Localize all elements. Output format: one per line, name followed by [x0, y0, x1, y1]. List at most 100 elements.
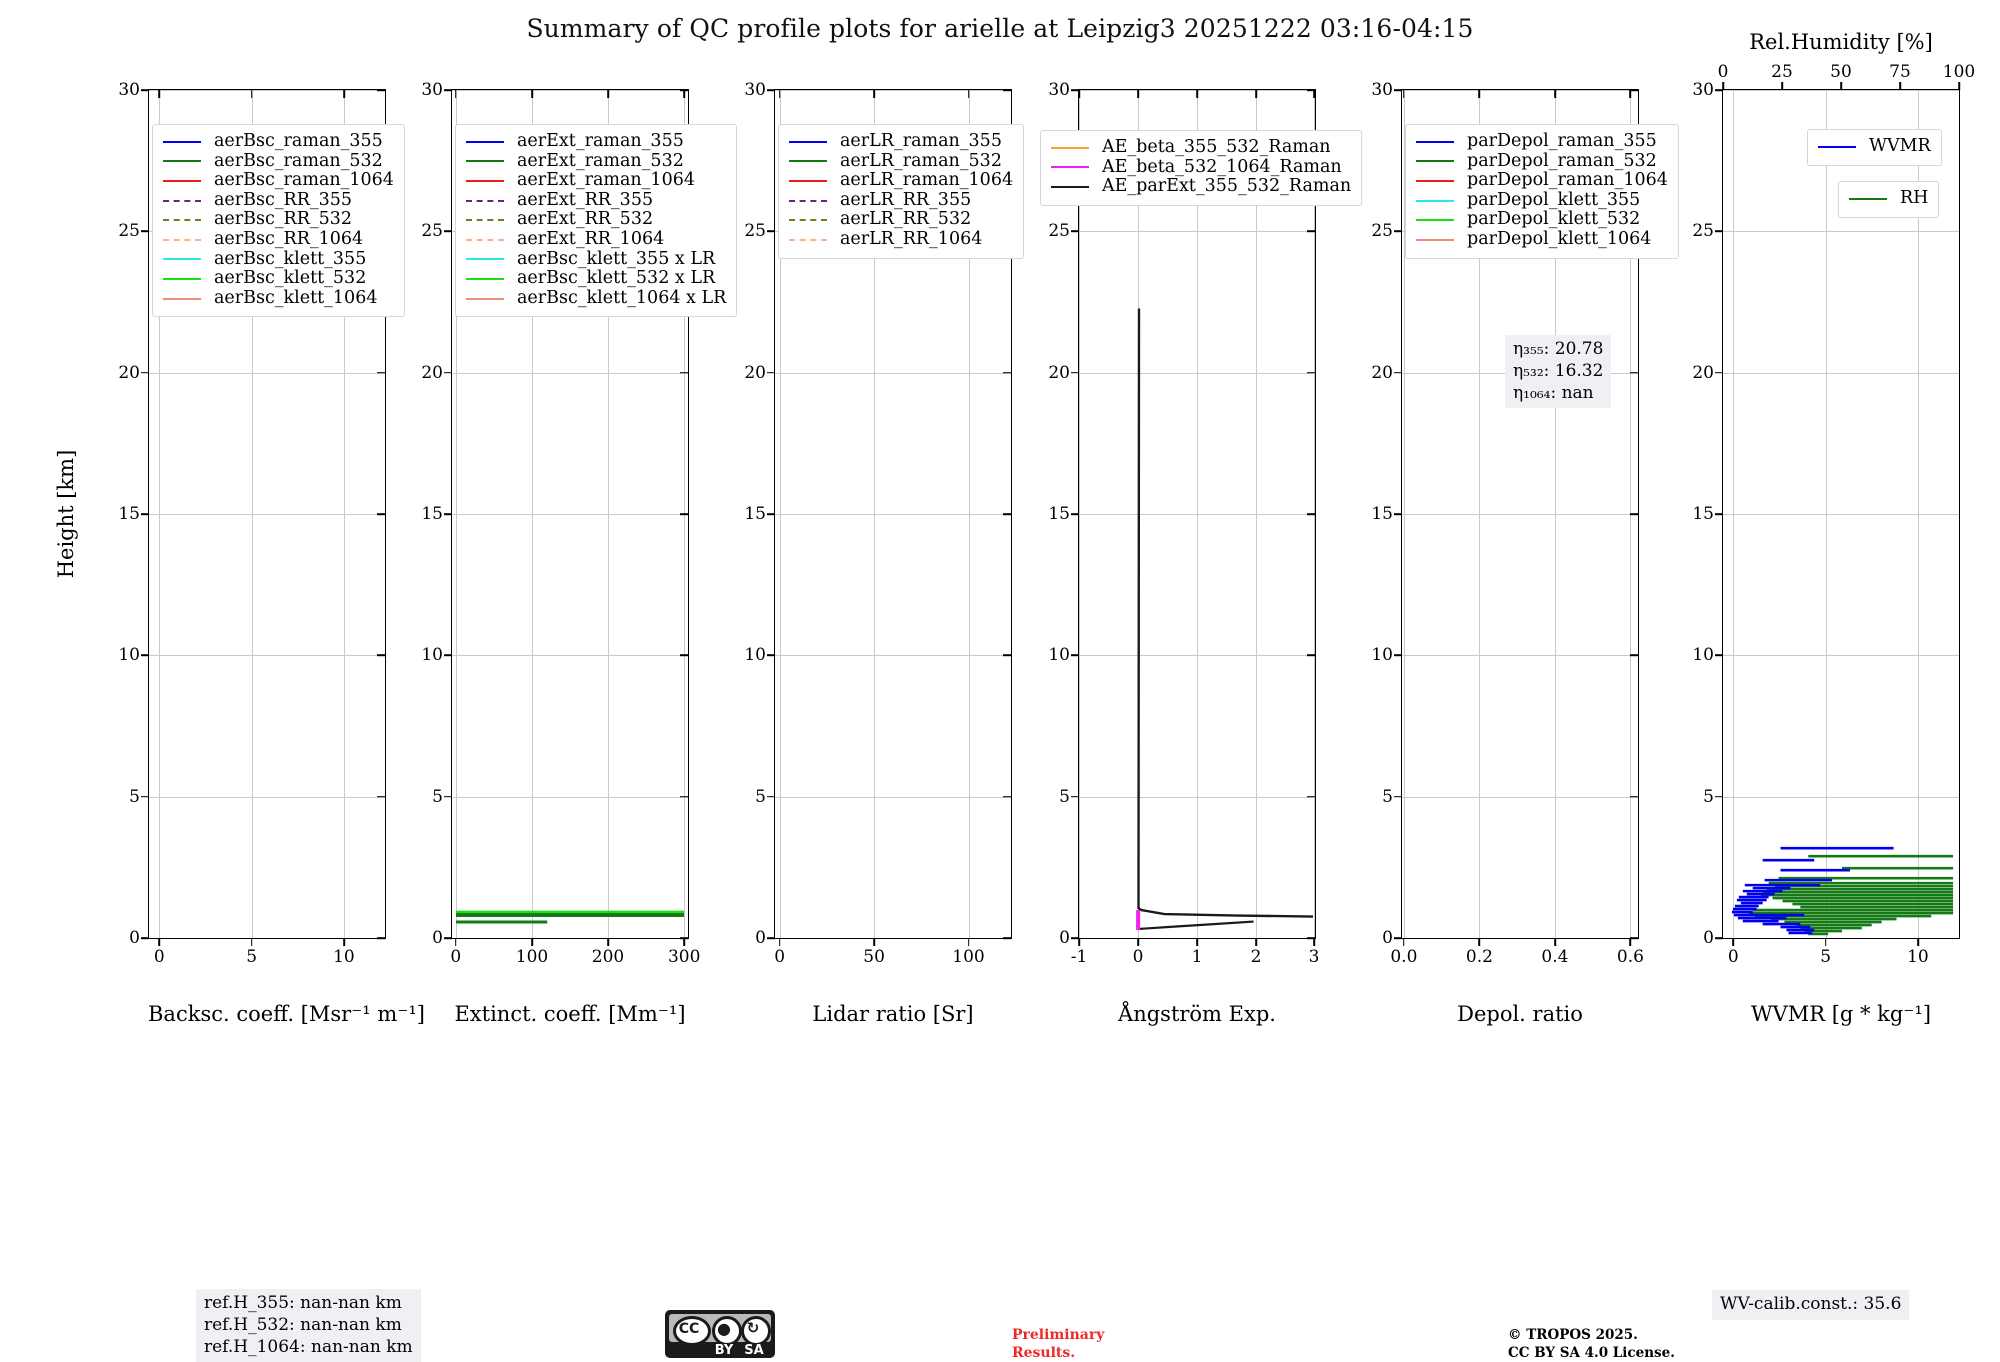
- ytick-p6-5: 5: [1703, 787, 1723, 807]
- legend-swatch-aerext-rr-532: [466, 219, 504, 221]
- legend-label-aerbsc-rr-1064: aerBsc_RR_1064: [214, 231, 363, 249]
- eta-value-line-3: η₁₀₆₄: nan: [1513, 383, 1603, 405]
- legend-label-pardepol-klett-1064: parDepol_klett_1064: [1467, 231, 1651, 249]
- ytick-p6-20: 20: [1692, 363, 1723, 383]
- legend-label-wvmr: WVMR: [1869, 138, 1931, 156]
- legend-label-aerbsc-rr-532: aerBsc_RR_532: [214, 211, 352, 229]
- legend-swatch-aerbsc-klett-532: [163, 278, 201, 280]
- cc-person-glyph: ●: [712, 1319, 736, 1338]
- legend-row: AE_parExt_355_532_Raman: [1051, 177, 1351, 197]
- legend-label-pardepol-raman-532: parDepol_raman_532: [1467, 153, 1657, 171]
- xtick-p1-0: 0: [154, 938, 165, 967]
- legend-row: aerBsc_klett_355 x LR: [466, 250, 726, 270]
- legend-wvmr[interactable]: WVMR: [1807, 129, 1942, 166]
- legend-swatch-aerlr-raman-355: [789, 141, 827, 143]
- legend-swatch-aerbsc-klett-1064-x-lr: [466, 298, 504, 300]
- xtick-top-25: 25: [1771, 62, 1793, 90]
- legend-label-ae-beta-532-1064-raman: AE_beta_532_1064_Raman: [1102, 159, 1342, 177]
- legend-swatch-pardepol-klett-1064: [1416, 239, 1454, 241]
- ytick-p2-5: 5: [432, 787, 452, 807]
- ytick-p5-30: 30: [1371, 80, 1402, 100]
- angstrom-data-lines: [1079, 90, 1315, 938]
- preliminary-line-1: Preliminary: [1012, 1327, 1104, 1345]
- legend-label-aerext-rr-355: aerExt_RR_355: [517, 192, 653, 210]
- ytick-p3-15: 15: [744, 504, 775, 524]
- legend-row-wvmr: WVMR: [1818, 137, 1931, 157]
- legend-row: parDepol_raman_355: [1416, 132, 1668, 152]
- legend-label-aerbsc-klett-532: aerBsc_klett_532: [214, 270, 366, 288]
- legend-label-aerlr-raman-1064: aerLR_raman_1064: [840, 172, 1013, 190]
- legend-label-aerlr-raman-532: aerLR_raman_532: [840, 153, 1002, 171]
- legend-rh[interactable]: RH: [1838, 181, 1939, 218]
- legend-label-aerext-raman-1064: aerExt_raman_1064: [517, 172, 695, 190]
- ytick-p3-5: 5: [755, 787, 775, 807]
- legend-swatch-aerlr-raman-532: [789, 160, 827, 162]
- legend-label-pardepol-klett-355: parDepol_klett_355: [1467, 192, 1640, 210]
- ytick-5: 5: [129, 787, 149, 807]
- legend-row: aerBsc_RR_1064: [163, 230, 394, 250]
- legend-swatch-pardepol-raman-355: [1416, 141, 1454, 143]
- xtick-p1-5: 5: [246, 938, 257, 967]
- creative-commons-badge[interactable]: CC ● ↻ BY SA: [665, 1310, 775, 1358]
- ytick-p3-25: 25: [744, 221, 775, 241]
- xtick-p6-5: 5: [1820, 938, 1831, 967]
- legend-row: aerBsc_klett_1064: [163, 289, 394, 309]
- legend-swatch-aerlr-rr-532: [789, 219, 827, 221]
- legend-swatch-pardepol-klett-355: [1416, 200, 1454, 202]
- ytick-p2-20: 20: [421, 363, 452, 383]
- legend-swatch-ae-beta-532-1064-raman: [1051, 166, 1089, 168]
- legend-row: parDepol_klett_355: [1416, 191, 1668, 211]
- legend-row: aerBsc_RR_355: [163, 191, 394, 211]
- legend-swatch-aerbsc-klett-355-x-lr: [466, 258, 504, 260]
- legend-row: aerLR_RR_532: [789, 210, 1013, 230]
- xtick-p4-1: 1: [1192, 938, 1203, 967]
- legend-row-rh: RH: [1849, 189, 1928, 209]
- ytick-p2-25: 25: [421, 221, 452, 241]
- legend-swatch-aerbsc-rr-532: [163, 219, 201, 221]
- preliminary-line-2: Results.: [1012, 1345, 1104, 1362]
- legend-label-pardepol-klett-532: parDepol_klett_532: [1467, 211, 1640, 229]
- ref-height-line-1: ref.H_355: nan-nan km: [204, 1293, 413, 1315]
- xtick-top-0: 0: [1718, 62, 1729, 90]
- ref-height-line-3: ref.H_1064: nan-nan km: [204, 1337, 413, 1359]
- legend-swatch-aerbsc-klett-355: [163, 258, 201, 260]
- legend-swatch-pardepol-raman-1064: [1416, 180, 1454, 182]
- ytick-20: 20: [118, 363, 149, 383]
- ytick-p4-10: 10: [1048, 645, 1079, 665]
- ytick-25: 25: [118, 221, 149, 241]
- plot-area-angstrom: [1079, 90, 1315, 938]
- legend-label-aerbsc-klett-532-x-lr: aerBsc_klett_532 x LR: [517, 270, 715, 288]
- ytick-p2-10: 10: [421, 645, 452, 665]
- top-axis-label-humidity: Rel.Humidity [%]: [1722, 30, 1960, 54]
- ytick-p4-30: 30: [1048, 80, 1079, 100]
- legend-swatch-aerext-raman-1064: [466, 180, 504, 182]
- x-axis-label-wvmr: WVMR [g * kg⁻¹]: [1722, 1002, 1960, 1026]
- legend-label-aerext-rr-532: aerExt_RR_532: [517, 211, 653, 229]
- legend-row: aerBsc_klett_532 x LR: [466, 269, 726, 289]
- xtick-p4-3: 3: [1309, 938, 1320, 967]
- ytick-15: 15: [118, 504, 149, 524]
- legend-swatch-aerlr-rr-355: [789, 200, 827, 202]
- legend-swatch-rh: [1849, 198, 1887, 200]
- legend-row: aerLR_raman_355: [789, 132, 1013, 152]
- legend-label-aerbsc-rr-355: aerBsc_RR_355: [214, 192, 352, 210]
- legend-label-aerbsc-raman-355: aerBsc_raman_355: [214, 133, 383, 151]
- legend-row: parDepol_raman_532: [1416, 152, 1668, 172]
- ytick-p5-15: 15: [1371, 504, 1402, 524]
- legend-row: aerBsc_raman_355: [163, 132, 394, 152]
- legend-label-aerbsc-raman-532: aerBsc_raman_532: [214, 153, 383, 171]
- legend-label-aerext-rr-1064: aerExt_RR_1064: [517, 231, 664, 249]
- legend-swatch-aerext-raman-532: [466, 160, 504, 162]
- legend-row: aerExt_raman_1064: [466, 171, 726, 191]
- legend-label-aerlr-raman-355: aerLR_raman_355: [840, 133, 1002, 151]
- xtick-p3-50: 50: [863, 938, 885, 967]
- ytick-p6-25: 25: [1692, 221, 1723, 241]
